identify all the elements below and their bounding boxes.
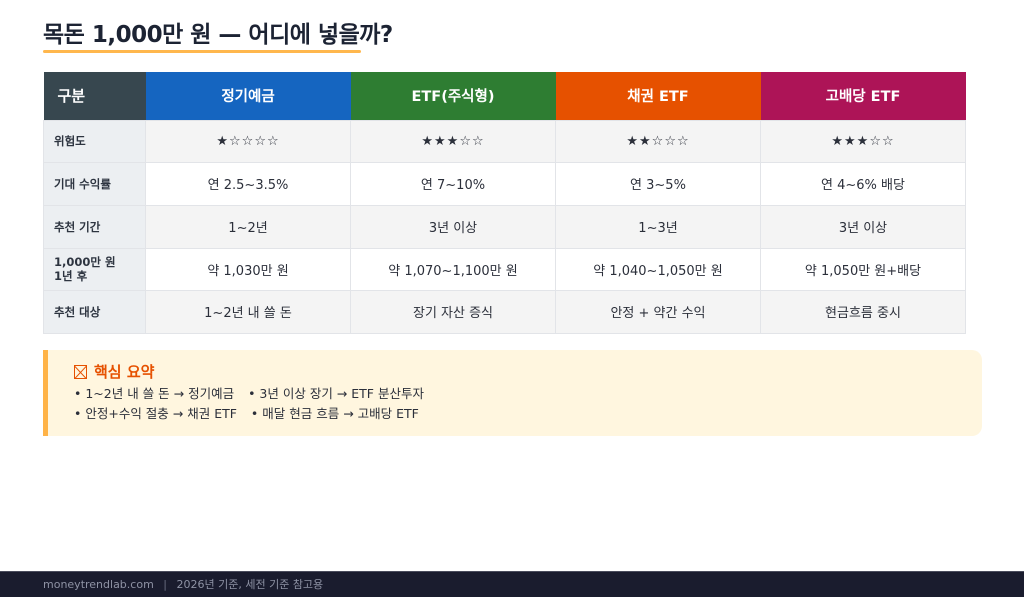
table-cell: 약 1,030만 원 xyxy=(145,247,351,291)
header-dividend-etf: 고배당 ETF xyxy=(760,72,966,120)
table-cell: 1~2년 내 쓸 돈 xyxy=(145,289,351,334)
ballot-box-x-icon xyxy=(74,365,87,379)
summary-line-1: • 1~2년 내 쓸 돈 → 정기예금 • 3년 이상 장기 → ETF 분산투자 xyxy=(74,384,982,404)
title-underline xyxy=(43,50,361,53)
table-cell: 3년 이상 xyxy=(760,204,966,249)
risk-rating-etf-stock: ★★★☆☆ xyxy=(350,119,556,163)
row-label: 추천 기간 xyxy=(43,204,146,249)
table-cell: 안정 + 약간 수익 xyxy=(555,289,761,334)
footer-separator: | xyxy=(163,578,167,591)
table-cell: 3년 이상 xyxy=(350,204,556,249)
table-header-row: 구분 정기예금 ETF(주식형) 채권 ETF 고배당 ETF xyxy=(43,72,966,120)
summary-item: • 매달 현금 흐름 → 고배당 ETF xyxy=(250,406,419,421)
footer-note: 2026년 기준, 세전 기준 참고용 xyxy=(176,578,324,591)
table-row-target: 추천 대상 1~2년 내 쓸 돈 장기 자산 증식 안정 + 약간 수익 현금흐… xyxy=(43,289,966,334)
summary-item: • 1~2년 내 쓸 돈 → 정기예금 xyxy=(74,386,235,401)
table-cell: 연 2.5~3.5% xyxy=(145,161,351,206)
summary-heading: 핵심 요약 xyxy=(74,362,982,382)
table-cell: 약 1,070~1,100만 원 xyxy=(350,247,556,291)
table-cell: 연 4~6% 배당 xyxy=(760,161,966,206)
footer-site: moneytrendlab.com xyxy=(43,578,154,591)
header-category: 구분 xyxy=(43,72,146,120)
footer: moneytrendlab.com | 2026년 기준, 세전 기준 참고용 xyxy=(0,571,1024,597)
table-cell: 장기 자산 증식 xyxy=(350,289,556,334)
summary-box: 핵심 요약 • 1~2년 내 쓸 돈 → 정기예금 • 3년 이상 장기 → ET… xyxy=(43,350,982,436)
title-block: 목돈 1,000만 원 — 어디에 넣을까? xyxy=(43,20,393,53)
summary-item: • 안정+수익 절충 → 채권 ETF xyxy=(74,406,237,421)
header-bond-etf: 채권 ETF xyxy=(555,72,761,120)
table-cell: 약 1,040~1,050만 원 xyxy=(555,247,761,291)
row-label: 위험도 xyxy=(43,119,146,163)
table-cell: 약 1,050만 원+배당 xyxy=(760,247,966,291)
summary-item: • 3년 이상 장기 → ETF 분산투자 xyxy=(248,386,424,401)
table-row-period: 추천 기간 1~2년 3년 이상 1~3년 3년 이상 xyxy=(43,204,966,249)
risk-rating-deposit: ★☆☆☆☆ xyxy=(145,119,351,163)
summary-title: 핵심 요약 xyxy=(94,363,155,381)
table-row-risk: 위험도 ★☆☆☆☆ ★★★☆☆ ★★☆☆☆ ★★★☆☆ xyxy=(43,119,966,163)
row-label-line2: 1년 후 xyxy=(54,269,88,283)
table-cell: 1~2년 xyxy=(145,204,351,249)
table-cell: 연 7~10% xyxy=(350,161,556,206)
page-title: 목돈 1,000만 원 — 어디에 넣을까? xyxy=(43,22,393,48)
risk-rating-bond-etf: ★★☆☆☆ xyxy=(555,119,761,163)
header-etf-stock: ETF(주식형) xyxy=(350,72,556,120)
table-row-expected-return: 기대 수익률 연 2.5~3.5% 연 7~10% 연 3~5% 연 4~6% … xyxy=(43,161,966,206)
table-cell: 1~3년 xyxy=(555,204,761,249)
header-deposit: 정기예금 xyxy=(145,72,351,120)
row-label: 추천 대상 xyxy=(43,289,146,334)
table-cell: 연 3~5% xyxy=(555,161,761,206)
summary-line-2: • 안정+수익 절충 → 채권 ETF • 매달 현금 흐름 → 고배당 ETF xyxy=(74,404,982,424)
comparison-table: 구분 정기예금 ETF(주식형) 채권 ETF 고배당 ETF 위험도 ★☆☆☆… xyxy=(43,72,966,334)
row-label: 1,000만 원 1년 후 xyxy=(43,247,146,291)
risk-rating-dividend-etf: ★★★☆☆ xyxy=(760,119,966,163)
table-row-after-one-year: 1,000만 원 1년 후 약 1,030만 원 약 1,070~1,100만 … xyxy=(43,247,966,291)
row-label-line1: 1,000만 원 xyxy=(54,255,116,269)
table-cell: 현금흐름 중시 xyxy=(760,289,966,334)
row-label: 기대 수익률 xyxy=(43,161,146,206)
